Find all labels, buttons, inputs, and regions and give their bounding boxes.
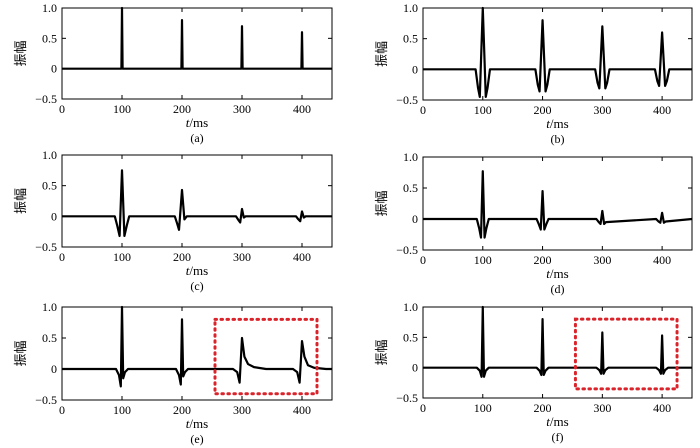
- x-axis-label: t/ms: [546, 414, 568, 429]
- y-tick-label: 1.0: [403, 300, 418, 314]
- x-tick-label: 300: [233, 102, 251, 116]
- y-tick-label: 0.5: [403, 330, 418, 344]
- y-tick-label: 1.0: [403, 150, 418, 164]
- highlight-box: [213, 317, 319, 396]
- x-tick-label: 100: [113, 403, 131, 417]
- series-line: [62, 305, 332, 388]
- y-tick-label: −0.5: [396, 243, 418, 257]
- highlight-box: [573, 317, 679, 391]
- y-tick-label: 0.5: [403, 32, 418, 46]
- panel-label: (a): [190, 131, 203, 145]
- y-tick-label: 0: [51, 362, 57, 376]
- panel-label: (e): [190, 432, 203, 446]
- y-tick-label: −0.5: [396, 93, 418, 107]
- y-tick-label: 0: [412, 361, 418, 375]
- y-tick-label: 0: [51, 209, 57, 223]
- y-tick-label: −0.5: [35, 393, 57, 407]
- x-tick-label: 400: [293, 250, 311, 264]
- x-tick-label: 0: [59, 403, 65, 417]
- y-tick-label: 1.0: [42, 300, 57, 314]
- plot-frame: [61, 154, 333, 248]
- series-line: [423, 170, 693, 239]
- y-tick-label: −0.5: [396, 391, 418, 405]
- panel-label: (b): [551, 132, 565, 146]
- y-tick-label: 1.0: [42, 1, 57, 15]
- series-line: [423, 6, 692, 99]
- x-tick-label: 100: [474, 401, 492, 415]
- plot-frame: [422, 7, 693, 101]
- x-tick-label: 100: [113, 102, 131, 116]
- x-tick-label: 400: [653, 253, 671, 267]
- x-tick-label: 0: [59, 250, 65, 264]
- x-axis-label: t/ms: [186, 263, 208, 278]
- x-tick-label: 200: [534, 401, 552, 415]
- plot-frame: [61, 7, 333, 100]
- x-axis-label: t/ms: [546, 116, 568, 131]
- x-tick-label: 0: [420, 401, 426, 415]
- x-tick-label: 200: [173, 403, 191, 417]
- y-tick-label: 0: [51, 62, 57, 76]
- y-tick-label: 0.5: [42, 31, 57, 45]
- x-tick-label: 300: [593, 401, 611, 415]
- y-axis-label: 振幅: [13, 188, 28, 214]
- panel-label: (c): [190, 279, 203, 293]
- y-tick-label: −0.5: [35, 92, 57, 106]
- plot-frame: [422, 306, 693, 399]
- x-tick-label: 400: [293, 403, 311, 417]
- x-tick-label: 400: [653, 401, 671, 415]
- y-axis-label: 振幅: [374, 190, 389, 216]
- x-tick-label: 0: [59, 102, 65, 116]
- x-tick-label: 0: [420, 103, 426, 117]
- x-axis-label: t/ms: [546, 266, 568, 281]
- y-axis-label: 振幅: [13, 340, 28, 366]
- y-tick-label: 0: [412, 212, 418, 226]
- x-tick-label: 100: [474, 103, 492, 117]
- y-tick-label: 0: [412, 62, 418, 76]
- series-line: [62, 6, 332, 70]
- y-tick-label: 0.5: [403, 181, 418, 195]
- y-axis-label: 振幅: [374, 41, 389, 67]
- x-tick-label: 100: [113, 250, 131, 264]
- x-tick-label: 300: [233, 250, 251, 264]
- x-tick-label: 300: [233, 403, 251, 417]
- x-tick-label: 200: [173, 102, 191, 116]
- x-tick-label: 200: [173, 250, 191, 264]
- x-tick-label: 300: [593, 253, 611, 267]
- x-tick-label: 0: [420, 253, 426, 267]
- x-tick-label: 200: [534, 253, 552, 267]
- x-tick-label: 300: [593, 103, 611, 117]
- x-axis-label: t/ms: [186, 416, 208, 431]
- y-axis-label: 振幅: [374, 339, 389, 365]
- series-line: [423, 305, 692, 378]
- plot-frame: [61, 306, 333, 401]
- plot-frame: [422, 156, 693, 251]
- y-axis-label: 振幅: [13, 40, 28, 66]
- x-tick-label: 200: [534, 103, 552, 117]
- x-axis-label: t/ms: [186, 115, 208, 130]
- y-tick-label: 1.0: [42, 148, 57, 162]
- y-tick-label: 0.5: [42, 179, 57, 193]
- y-tick-label: 0.5: [42, 331, 57, 345]
- y-tick-label: 1.0: [403, 1, 418, 15]
- y-tick-label: −0.5: [35, 240, 57, 254]
- series-line: [62, 169, 332, 238]
- x-tick-label: 400: [293, 102, 311, 116]
- x-tick-label: 100: [474, 253, 492, 267]
- panel-label: (f): [552, 430, 564, 444]
- x-tick-label: 400: [653, 103, 671, 117]
- panel-label: (d): [551, 282, 565, 296]
